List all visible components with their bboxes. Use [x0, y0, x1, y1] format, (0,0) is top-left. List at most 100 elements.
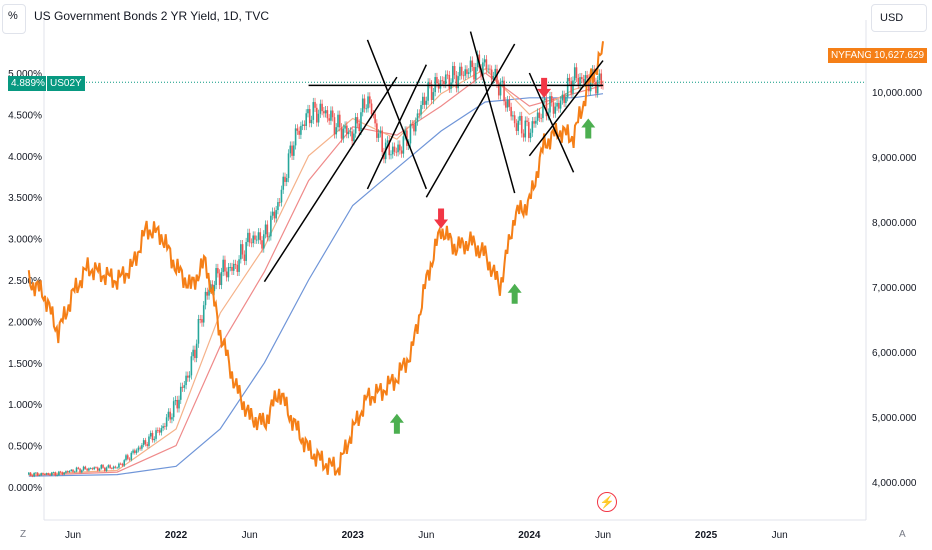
candle-body — [526, 120, 528, 123]
candle-body — [153, 438, 156, 441]
candle-body — [512, 115, 514, 117]
candle-body — [565, 97, 567, 103]
x-tick-label: Jun — [418, 530, 434, 541]
candle-body — [308, 109, 311, 124]
annotation-x1-a-line — [366, 39, 428, 190]
candle-body — [349, 131, 352, 133]
candle-body — [192, 349, 194, 357]
candle-body — [457, 76, 459, 89]
left-tick-label: 2.500% — [8, 276, 42, 287]
candle-body — [238, 259, 240, 272]
candle-body — [278, 202, 281, 203]
left-scale-button[interactable] — [2, 4, 26, 34]
candle-body — [305, 113, 307, 126]
candle-body — [393, 146, 396, 152]
yield-value-badge: 4.889% — [8, 76, 48, 91]
candle-body — [376, 123, 378, 138]
candle-body — [550, 96, 553, 103]
candle-body — [47, 473, 50, 475]
candle-body — [460, 66, 463, 76]
left-tick-label: 5.000% — [8, 69, 42, 80]
candle-body — [459, 66, 461, 77]
index-value-badge: 10,627.629 — [871, 48, 927, 63]
candle-body — [464, 69, 466, 76]
green-up-arrow-icon — [389, 413, 404, 434]
candle-body — [155, 430, 157, 439]
candle-body — [33, 472, 35, 477]
candle-body — [584, 75, 587, 83]
candle-body — [581, 77, 583, 80]
left-tick-label: 3.500% — [8, 193, 42, 204]
candle-body — [466, 69, 468, 74]
candle-body — [505, 101, 507, 108]
candle-body — [135, 450, 138, 453]
candle-body — [164, 426, 166, 427]
candle-body — [351, 131, 353, 142]
candle-body — [314, 102, 316, 108]
candle-body — [573, 67, 576, 81]
candle-body — [59, 471, 62, 473]
candle-body — [66, 471, 69, 473]
candle-body — [301, 124, 304, 126]
lightning-icon[interactable]: ⚡ — [597, 492, 617, 512]
candle-body — [554, 106, 557, 114]
candle-body — [448, 75, 451, 89]
candle-body — [125, 455, 127, 461]
candle-body — [275, 210, 277, 219]
candle-body — [197, 319, 200, 344]
candle-body — [148, 436, 150, 446]
candle-body — [188, 375, 191, 378]
left-axis-unit: % — [8, 10, 18, 22]
candle-body — [319, 103, 322, 114]
candle-body — [114, 466, 117, 468]
candle-body — [98, 468, 101, 471]
currency-button[interactable]: USD — [871, 4, 927, 32]
candle-body — [160, 428, 163, 433]
candle-body — [132, 450, 134, 453]
x-tick-label: Jun — [595, 530, 611, 541]
candle-body — [42, 473, 44, 475]
candle-body — [93, 467, 95, 470]
candle-body — [482, 62, 484, 76]
candle-body — [79, 468, 81, 473]
candle-body — [190, 356, 193, 376]
candle-body — [453, 66, 456, 76]
candle-body — [68, 470, 71, 473]
auto-scale-button[interactable]: A — [899, 529, 906, 540]
candle-body — [240, 244, 242, 260]
candle-body — [82, 466, 85, 471]
candle-body — [194, 349, 196, 359]
annotation-x1-b-line — [366, 64, 428, 190]
candle-body — [28, 472, 30, 475]
candle-body — [338, 114, 341, 128]
candle-body — [540, 117, 542, 119]
candle-body — [446, 74, 449, 76]
candle-body — [45, 473, 48, 475]
candle-body — [363, 98, 366, 109]
candle-body — [206, 291, 209, 296]
candle-body — [471, 60, 474, 67]
candle-body — [425, 100, 428, 105]
left-tick-label: 0.500% — [8, 442, 42, 453]
x-tick-label: 2023 — [342, 530, 365, 541]
candle-body — [165, 417, 168, 427]
candle-body — [531, 121, 534, 133]
candle-body — [361, 98, 364, 113]
candle-body — [268, 236, 270, 238]
right-tick-label: 6,000.000 — [872, 348, 917, 359]
left-tick-label: 0.000% — [8, 483, 42, 494]
zoom-corner-button[interactable]: Z — [20, 529, 27, 540]
candle-body — [112, 466, 115, 469]
candle-body — [485, 59, 488, 70]
candle-body — [257, 232, 260, 240]
candle-body — [374, 114, 376, 124]
right-tick-label: 10,000.000 — [872, 88, 922, 99]
x-tick-label: 2025 — [695, 530, 718, 541]
candle-body — [503, 80, 505, 102]
candle-body — [347, 132, 350, 135]
candle-body — [598, 73, 601, 81]
candle-body — [174, 400, 177, 402]
candle-body — [285, 178, 288, 182]
index-symbol-badge: NYFANG — [828, 48, 876, 63]
